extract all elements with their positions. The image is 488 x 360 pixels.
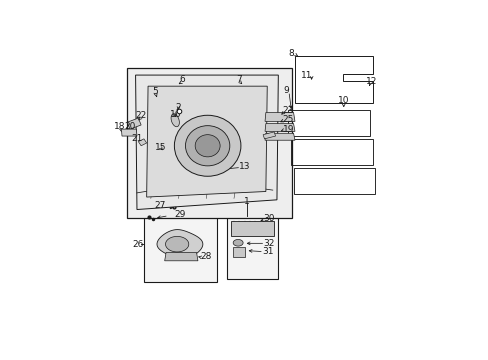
Text: 1: 1: [244, 197, 250, 206]
Text: 12: 12: [366, 77, 377, 86]
Polygon shape: [157, 230, 203, 259]
Text: 30: 30: [263, 214, 274, 223]
Text: 7: 7: [236, 75, 242, 84]
Polygon shape: [165, 237, 188, 252]
Polygon shape: [135, 75, 278, 210]
Text: 6: 6: [180, 75, 185, 84]
Text: 8: 8: [288, 49, 294, 58]
Bar: [226, 216, 278, 279]
Bar: [186, 167, 216, 183]
Polygon shape: [121, 129, 137, 136]
Text: 9: 9: [283, 86, 288, 95]
Text: 29: 29: [174, 210, 185, 219]
Polygon shape: [138, 139, 146, 146]
Text: 3: 3: [199, 141, 204, 150]
Text: 21: 21: [132, 134, 143, 143]
Polygon shape: [233, 239, 243, 246]
Text: 14: 14: [208, 158, 220, 167]
Polygon shape: [204, 146, 210, 153]
Text: 11: 11: [300, 71, 312, 80]
Bar: [158, 150, 168, 157]
Text: 22: 22: [210, 139, 221, 148]
Text: 20: 20: [124, 122, 135, 131]
Polygon shape: [171, 114, 179, 127]
Polygon shape: [217, 143, 224, 150]
Polygon shape: [146, 86, 267, 197]
Polygon shape: [264, 123, 294, 131]
Text: 18: 18: [114, 122, 125, 131]
Bar: [127, 68, 292, 218]
Polygon shape: [127, 118, 141, 129]
Bar: [232, 247, 244, 257]
Ellipse shape: [174, 115, 241, 176]
Text: 15: 15: [155, 143, 166, 152]
Polygon shape: [231, 221, 274, 236]
Polygon shape: [264, 133, 294, 140]
Text: 13: 13: [238, 162, 250, 171]
Text: 22: 22: [135, 111, 146, 120]
Ellipse shape: [185, 126, 229, 166]
Text: 4: 4: [228, 145, 234, 154]
Text: 26: 26: [132, 240, 143, 249]
Text: 24: 24: [218, 138, 229, 147]
Polygon shape: [263, 132, 275, 139]
Text: 17: 17: [185, 158, 197, 167]
Polygon shape: [264, 112, 294, 121]
Text: 31: 31: [262, 247, 273, 256]
Bar: [143, 211, 217, 282]
Text: 32: 32: [263, 239, 274, 248]
Ellipse shape: [195, 135, 220, 157]
Text: 23: 23: [282, 106, 293, 115]
Text: 2: 2: [175, 103, 181, 112]
Text: 28: 28: [200, 252, 211, 261]
Polygon shape: [225, 144, 238, 151]
Text: 5: 5: [152, 87, 158, 96]
Text: 16: 16: [169, 110, 181, 119]
Text: 10: 10: [337, 96, 349, 105]
Text: 19: 19: [282, 125, 293, 134]
Text: 27: 27: [155, 201, 166, 210]
Text: 25: 25: [282, 115, 293, 124]
Polygon shape: [164, 252, 198, 261]
